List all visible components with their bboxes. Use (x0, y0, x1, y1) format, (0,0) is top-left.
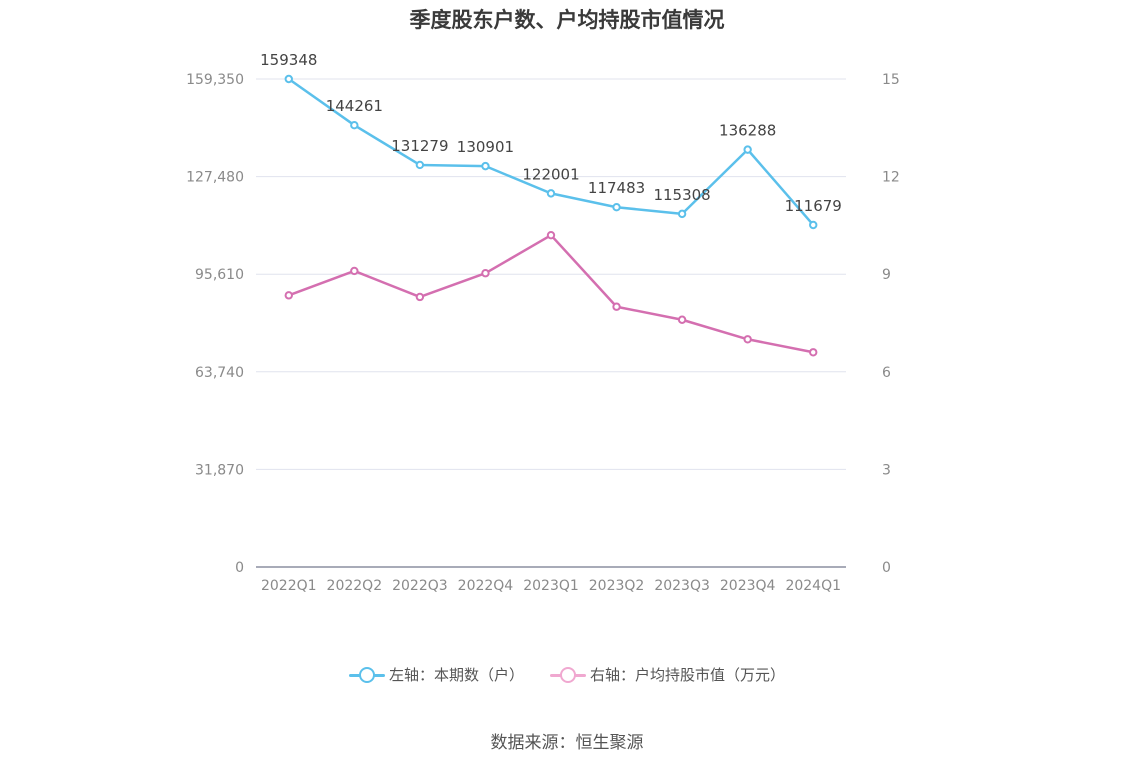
grid-lines (256, 78, 846, 568)
x-tick-label: 2022Q3 (392, 578, 448, 594)
data-point (612, 203, 621, 212)
x-tick-label: 2022Q1 (261, 578, 317, 594)
data-label: 122001 (522, 165, 579, 183)
data-label: 144261 (326, 97, 383, 115)
data-point (743, 335, 752, 344)
legend-marker-left-icon (348, 666, 385, 684)
data-point (415, 160, 425, 170)
right-tick-label: 6 (882, 365, 891, 381)
x-tick-label: 2023Q1 (523, 578, 579, 594)
x-tick-label: 2024Q1 (785, 578, 841, 594)
x-tick-label: 2022Q4 (458, 578, 514, 594)
legend: 左轴：本期数（户） 右轴：户均持股市值（万元） (0, 664, 1134, 685)
data-source: 数据来源：恒生聚源 (490, 733, 644, 753)
x-axis-ticks: 2022Q1 2022Q2 2022Q3 2022Q4 2023Q1 2023Q2 2023… (261, 578, 841, 594)
data-label: 115308 (653, 186, 710, 204)
data-point (481, 161, 490, 171)
data-point (612, 302, 621, 311)
data-point (743, 145, 752, 154)
legend-item-right[interactable]: 右轴：户均持股市值（万元） (550, 664, 785, 685)
data-label: 117483 (588, 179, 645, 197)
legend-item-left[interactable]: 左轴：本期数（户） (348, 664, 524, 685)
data-label: 136288 (719, 122, 776, 140)
data-point (677, 209, 687, 219)
data-point (809, 220, 818, 230)
data-label: 111679 (785, 197, 842, 215)
data-point (546, 189, 556, 198)
left-tick-label: 63,740 (195, 365, 244, 381)
data-labels: 159348 144261 131279 130901 122001 117483 1153… (260, 51, 842, 215)
right-tick-label: 9 (882, 267, 891, 283)
left-axis-ticks: 0 31,870 63,740 95,610 127,480 159,350 (186, 72, 244, 576)
data-point (284, 291, 293, 300)
series-layer (284, 74, 818, 357)
data-point (677, 315, 687, 324)
data-label: 159348 (260, 51, 317, 69)
data-point (350, 266, 359, 276)
data-point (350, 121, 359, 130)
left-tick-label: 0 (235, 560, 244, 576)
data-point (284, 74, 293, 84)
x-tick-label: 2023Q4 (720, 578, 776, 594)
right-tick-label: 15 (882, 72, 900, 88)
x-tick-label: 2022Q2 (327, 578, 383, 594)
legend-label-left: 左轴：本期数（户） (388, 666, 524, 684)
left-tick-label: 31,870 (195, 462, 244, 478)
data-point (809, 348, 818, 357)
chart-title: 季度股东户数、户均持股市值情况 (409, 8, 725, 32)
x-tick-label: 2023Q3 (654, 578, 710, 594)
left-tick-label: 95,610 (195, 267, 244, 283)
data-point (481, 269, 490, 278)
left-tick-label: 127,480 (186, 170, 244, 186)
right-axis-ticks: 0 3 6 9 12 15 (882, 72, 900, 576)
series-line-1 (288, 233, 814, 354)
right-tick-label: 0 (882, 560, 891, 576)
data-point (415, 292, 425, 302)
data-label: 131279 (391, 137, 448, 155)
right-tick-label: 3 (882, 462, 891, 478)
right-tick-label: 12 (882, 170, 900, 186)
left-tick-label: 159,350 (186, 72, 244, 88)
data-point (546, 230, 556, 240)
legend-label-right: 右轴：户均持股市值（万元） (590, 666, 786, 684)
legend-marker-right-icon (550, 666, 586, 684)
x-tick-label: 2023Q2 (589, 578, 645, 594)
data-label: 130901 (457, 138, 514, 156)
